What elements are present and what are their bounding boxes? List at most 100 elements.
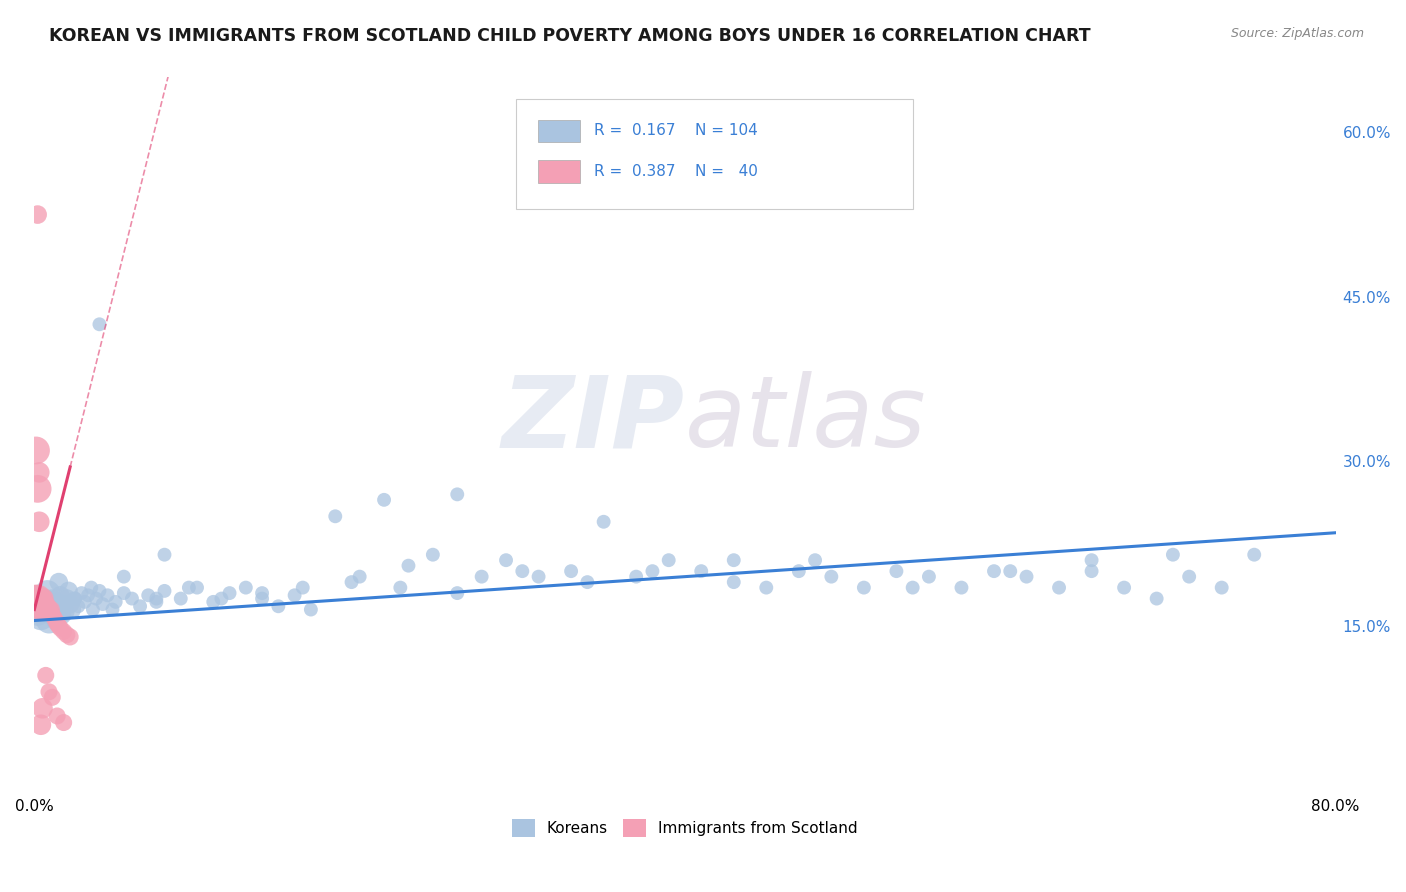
Point: [52, 715, 75, 730]
Point: [153, 548, 176, 562]
Point: [25, 443, 48, 458]
Point: [31, 701, 53, 715]
Point: [340, 575, 363, 590]
Point: [28, 515, 51, 529]
Point: [59, 597, 82, 611]
Point: [56, 591, 79, 606]
Point: [25, 599, 48, 614]
Point: [89, 583, 111, 598]
Point: [1080, 553, 1102, 567]
Point: [59, 630, 82, 644]
Point: [723, 553, 745, 567]
Point: [51, 608, 73, 623]
Point: [592, 515, 614, 529]
Point: [576, 575, 599, 590]
Point: [77, 588, 100, 602]
Point: [82, 602, 104, 616]
Point: [121, 591, 143, 606]
Point: [41, 602, 63, 616]
Point: [44, 614, 66, 628]
Point: [1178, 569, 1201, 583]
Point: [291, 581, 314, 595]
Point: [1211, 581, 1233, 595]
FancyBboxPatch shape: [516, 99, 912, 210]
Point: [48, 575, 70, 590]
Point: [1047, 581, 1070, 595]
Point: [886, 564, 908, 578]
Point: [37, 586, 59, 600]
Point: [73, 595, 96, 609]
Point: [58, 583, 80, 598]
Point: [27, 208, 49, 222]
Point: [658, 553, 681, 567]
Point: [97, 588, 120, 602]
Point: [560, 564, 582, 578]
Point: [38, 685, 60, 699]
Point: [27, 606, 49, 620]
Point: [28, 597, 51, 611]
Point: [53, 605, 76, 619]
Point: [32, 591, 55, 606]
Point: [1243, 548, 1265, 562]
Point: [37, 602, 59, 616]
Point: [820, 569, 842, 583]
Point: [48, 602, 70, 616]
Point: [804, 553, 827, 567]
Point: [35, 602, 58, 616]
Point: [32, 599, 55, 614]
Point: [471, 569, 494, 583]
Point: [177, 581, 200, 595]
Point: [267, 599, 290, 614]
Point: [218, 586, 240, 600]
Point: [25, 597, 48, 611]
Point: [284, 588, 307, 602]
Point: [84, 591, 107, 606]
Point: [398, 558, 420, 573]
Text: Source: ZipAtlas.com: Source: ZipAtlas.com: [1230, 27, 1364, 40]
Point: [918, 569, 941, 583]
Point: [389, 581, 412, 595]
Point: [24, 591, 46, 606]
Point: [35, 602, 58, 616]
Point: [80, 581, 103, 595]
Point: [104, 595, 127, 609]
Point: [37, 599, 59, 614]
Point: [153, 583, 176, 598]
Point: [510, 564, 533, 578]
Text: R =  0.387    N =   40: R = 0.387 N = 40: [593, 164, 758, 179]
Point: [35, 668, 58, 682]
Point: [299, 602, 322, 616]
Legend: Koreans, Immigrants from Scotland: Koreans, Immigrants from Scotland: [506, 813, 865, 844]
Point: [63, 591, 86, 606]
Point: [690, 564, 713, 578]
Point: [723, 575, 745, 590]
Text: KOREAN VS IMMIGRANTS FROM SCOTLAND CHILD POVERTY AMONG BOYS UNDER 16 CORRELATION: KOREAN VS IMMIGRANTS FROM SCOTLAND CHILD…: [49, 27, 1091, 45]
Point: [323, 509, 346, 524]
Point: [145, 591, 167, 606]
Point: [67, 599, 90, 614]
Point: [31, 595, 53, 609]
Point: [91, 597, 114, 611]
Point: [1114, 581, 1136, 595]
Point: [38, 602, 60, 616]
Point: [56, 628, 79, 642]
Point: [446, 586, 468, 600]
Point: [41, 591, 63, 606]
Point: [63, 591, 86, 606]
Point: [446, 487, 468, 501]
Point: [495, 553, 517, 567]
Point: [52, 597, 75, 611]
Point: [28, 466, 51, 480]
Point: [38, 606, 60, 620]
Point: [101, 602, 124, 616]
Point: [48, 619, 70, 633]
Point: [349, 569, 371, 583]
Point: [28, 599, 51, 614]
Point: [145, 595, 167, 609]
Point: [373, 492, 395, 507]
Point: [35, 597, 58, 611]
Point: [1146, 591, 1168, 606]
Point: [46, 709, 69, 723]
Point: [129, 599, 152, 614]
Point: [112, 586, 135, 600]
